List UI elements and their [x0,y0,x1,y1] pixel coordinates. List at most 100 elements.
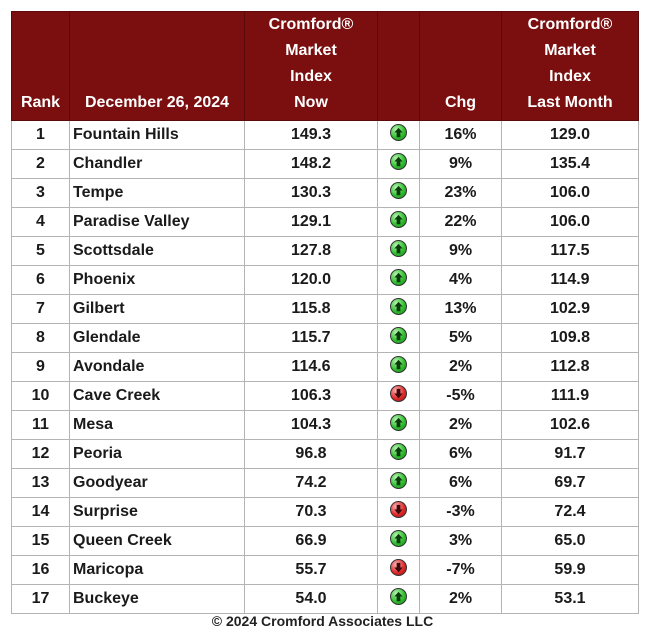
chg-cell: 2% [419,410,502,440]
table-row: 5 Scottsdale 127.8 9% 117.5 [11,236,639,266]
table-row: 10 Cave Creek 106.3 -5% 111.9 [11,381,639,411]
copyright-notice: © 2024 Cromford Associates LLC [211,613,434,629]
index-now-cell: 130.3 [244,178,378,208]
table-row: 11 Mesa 104.3 2% 102.6 [11,410,639,440]
index-last-line-4: Last Month [527,94,613,111]
arrow-down-icon [390,385,407,403]
index-now-cell: 70.3 [244,497,378,527]
direction-cell [377,149,420,179]
rank-cell: 6 [11,265,70,295]
chg-cell: 22% [419,207,502,237]
arrow-up-icon [390,124,407,142]
table-row: 17 Buckeye 54.0 2% 53.1 [11,584,639,614]
index-now-header: Cromford® Market Index Now [244,11,378,121]
rank-cell: 1 [11,120,70,150]
table-row: 16 Maricopa 55.7 -7% 59.9 [11,555,639,585]
market-name-cell: Surprise [69,497,245,527]
direction-cell [377,265,420,295]
market-name-cell: Scottsdale [69,236,245,266]
rank-cell: 2 [11,149,70,179]
arrow-up-icon [390,182,407,200]
index-now-cell: 114.6 [244,352,378,382]
market-name-cell: Peoria [69,439,245,469]
market-name-cell: Maricopa [69,555,245,585]
direction-header [377,11,420,121]
market-name-cell: Queen Creek [69,526,245,556]
direction-cell [377,439,420,469]
direction-cell [377,207,420,237]
rank-cell: 17 [11,584,70,614]
direction-cell [377,323,420,353]
chg-cell: 6% [419,468,502,498]
direction-cell [377,352,420,382]
index-now-line-4: Now [294,94,328,111]
index-now-cell: 55.7 [244,555,378,585]
index-last-month-cell: 106.0 [501,178,639,208]
table-row: 13 Goodyear 74.2 6% 69.7 [11,468,639,498]
market-name-cell: Avondale [69,352,245,382]
arrow-down-icon [390,559,407,577]
arrow-up-icon [390,443,407,461]
arrow-up-icon [390,327,407,345]
index-now-cell: 115.7 [244,323,378,353]
index-last-month-cell: 65.0 [501,526,639,556]
arrow-up-icon [390,472,407,490]
index-last-line-1: Cromford® [527,16,613,33]
index-last-month-header: Cromford® Market Index Last Month [501,11,639,121]
chg-cell: 6% [419,439,502,469]
index-last-month-cell: 106.0 [501,207,639,237]
rank-cell: 5 [11,236,70,266]
market-name-cell: Goodyear [69,468,245,498]
arrow-up-icon [390,298,407,316]
index-now-cell: 54.0 [244,584,378,614]
rank-cell: 15 [11,526,70,556]
rank-cell: 13 [11,468,70,498]
chg-cell: 4% [419,265,502,295]
arrow-up-icon [390,240,407,258]
index-last-month-cell: 72.4 [501,497,639,527]
index-last-month-cell: 91.7 [501,439,639,469]
market-name-cell: Chandler [69,149,245,179]
rank-cell: 14 [11,497,70,527]
arrow-up-icon [390,153,407,171]
market-name-cell: Gilbert [69,294,245,324]
index-last-line-3: Index [549,68,591,85]
market-name-cell: Glendale [69,323,245,353]
table-row: 8 Glendale 115.7 5% 109.8 [11,323,639,353]
index-last-month-cell: 102.9 [501,294,639,324]
index-now-line-2: Market [285,42,337,59]
arrow-up-icon [390,269,407,287]
chg-cell: 13% [419,294,502,324]
table-row: 14 Surprise 70.3 -3% 72.4 [11,497,639,527]
index-now-cell: 106.3 [244,381,378,411]
rank-cell: 3 [11,178,70,208]
table-row: 4 Paradise Valley 129.1 22% 106.0 [11,207,639,237]
direction-cell [377,178,420,208]
table-row: 12 Peoria 96.8 6% 91.7 [11,439,639,469]
chg-cell: 2% [419,352,502,382]
index-now-cell: 74.2 [244,468,378,498]
index-now-cell: 96.8 [244,439,378,469]
direction-cell [377,526,420,556]
index-now-cell: 104.3 [244,410,378,440]
arrow-up-icon [390,530,407,548]
index-now-cell: 148.2 [244,149,378,179]
rank-cell: 11 [11,410,70,440]
rank-cell: 10 [11,381,70,411]
direction-cell [377,497,420,527]
header-row: Rank December 26, 2024 Cromford® Market … [11,11,639,121]
index-last-month-cell: 69.7 [501,468,639,498]
direction-cell [377,120,420,150]
chg-cell: 23% [419,178,502,208]
table-row: 1 Fountain Hills 149.3 16% 129.0 [11,120,639,150]
rank-cell: 8 [11,323,70,353]
table-row: 3 Tempe 130.3 23% 106.0 [11,178,639,208]
rank-cell: 9 [11,352,70,382]
table-row: 15 Queen Creek 66.9 3% 65.0 [11,526,639,556]
index-last-month-cell: 129.0 [501,120,639,150]
table-row: 2 Chandler 148.2 9% 135.4 [11,149,639,179]
chg-cell: -5% [419,381,502,411]
index-last-month-cell: 114.9 [501,265,639,295]
index-now-cell: 120.0 [244,265,378,295]
date-header: December 26, 2024 [69,11,245,121]
